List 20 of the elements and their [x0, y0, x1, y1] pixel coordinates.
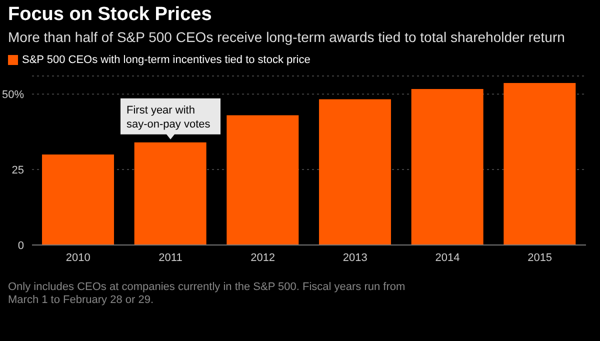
chart-title: Focus on Stock Prices	[7, 3, 213, 26]
chart-subtitle: More than half of S&P 500 CEOs receive long-term awards tied to total shareholder return	[7, 28, 566, 47]
bar	[42, 154, 114, 245]
bar	[134, 142, 206, 245]
x-tick-label: 2015	[528, 252, 552, 264]
bar	[504, 82, 576, 245]
text: Only includes CEOs at companies currently in the S&P 500. Fiscal years run from March 1 to February 28 or 29.	[8, 281, 406, 307]
x-tick-label: 2013	[342, 252, 368, 264]
bar	[319, 99, 391, 245]
annotation: First year with say-on-pay votes	[126, 104, 211, 130]
x-tick-label: 2011	[158, 252, 182, 264]
legend-label: S&P 500 CEOs with long-term incentives tied to stock price	[22, 54, 310, 66]
y-tick-label: 0	[18, 240, 24, 252]
x-tick-label: 2014	[435, 252, 460, 264]
x-tick-label: 2012	[250, 252, 276, 264]
x-tick-label: 2010	[66, 252, 90, 264]
bar	[226, 115, 299, 245]
bar	[411, 88, 484, 245]
y-tick-label: 25	[12, 164, 24, 176]
y-tick-label: 50%	[2, 89, 24, 102]
